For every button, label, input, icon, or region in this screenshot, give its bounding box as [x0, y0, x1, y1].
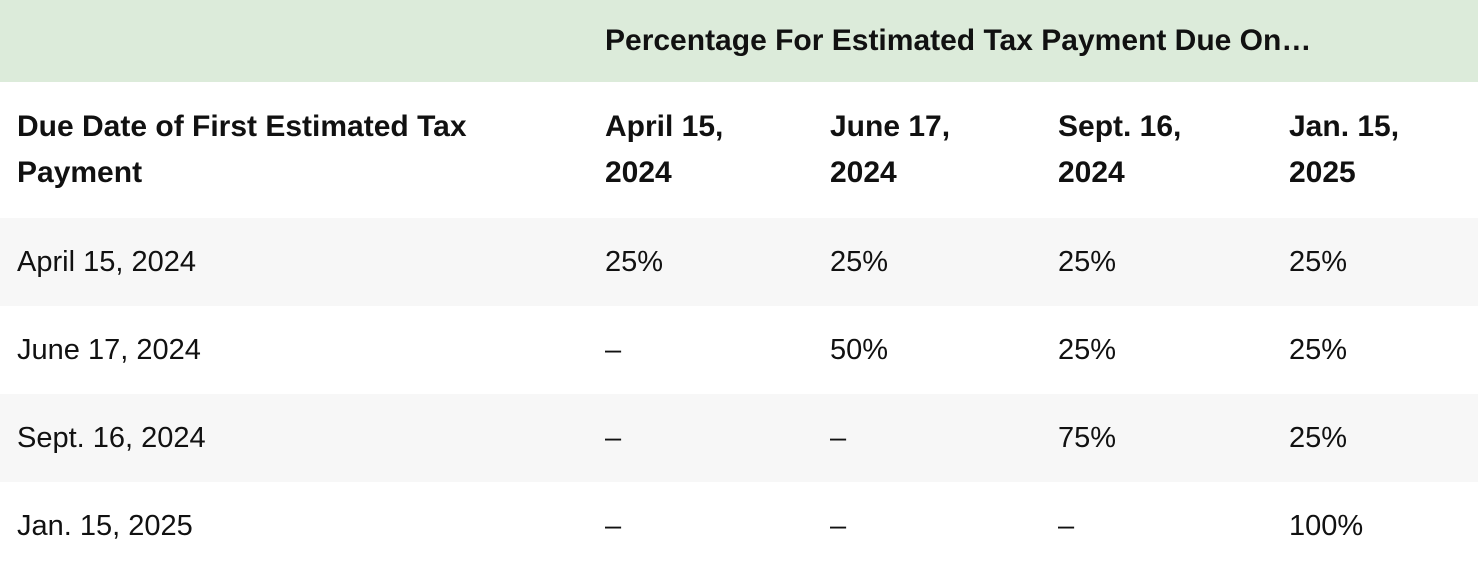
cell-percentage: –	[605, 334, 622, 366]
cell-percentage: 25%	[605, 246, 664, 278]
table-row: Sept. 16, 2024 – – 75% 25%	[0, 394, 1478, 482]
cell-percentage: 75%	[1058, 422, 1117, 454]
cell-percentage: 25%	[1289, 334, 1348, 366]
banner-title: Percentage For Estimated Tax Payment Due…	[605, 24, 1312, 57]
cell-percentage: 25%	[1289, 246, 1348, 278]
table-header-row: Due Date of First Estimated Tax Payment …	[0, 82, 1478, 218]
cell-percentage: 25%	[1058, 246, 1117, 278]
cell-percentage: 25%	[830, 246, 889, 278]
header-april-15-2024: April 15, 2024	[605, 110, 724, 189]
row-due-date: April 15, 2024	[17, 246, 196, 278]
cell-percentage: –	[1058, 510, 1075, 542]
row-due-date: Sept. 16, 2024	[17, 422, 206, 454]
header-june-17-2024: June 17, 2024	[830, 110, 951, 189]
cell-percentage: –	[605, 510, 622, 542]
header-first-due-date: Due Date of First Estimated Tax Payment	[17, 110, 467, 189]
header-sept-16-2024: Sept. 16, 2024	[1058, 110, 1182, 189]
cell-percentage: –	[830, 422, 847, 454]
cell-percentage: 25%	[1058, 334, 1117, 366]
table-row: June 17, 2024 – 50% 25% 25%	[0, 306, 1478, 394]
row-due-date: Jan. 15, 2025	[17, 510, 193, 542]
cell-percentage: 25%	[1289, 422, 1348, 454]
table-row: Jan. 15, 2025 – – – 100%	[0, 482, 1478, 570]
cell-percentage: –	[605, 422, 622, 454]
cell-percentage: 50%	[830, 334, 889, 366]
cell-percentage: –	[830, 510, 847, 542]
cell-percentage: 100%	[1289, 510, 1364, 542]
header-jan-15-2025: Jan. 15, 2025	[1289, 110, 1400, 189]
table-row: April 15, 2024 25% 25% 25% 25%	[0, 218, 1478, 306]
row-due-date: June 17, 2024	[17, 334, 201, 366]
table-banner: Percentage For Estimated Tax Payment Due…	[0, 0, 1478, 82]
